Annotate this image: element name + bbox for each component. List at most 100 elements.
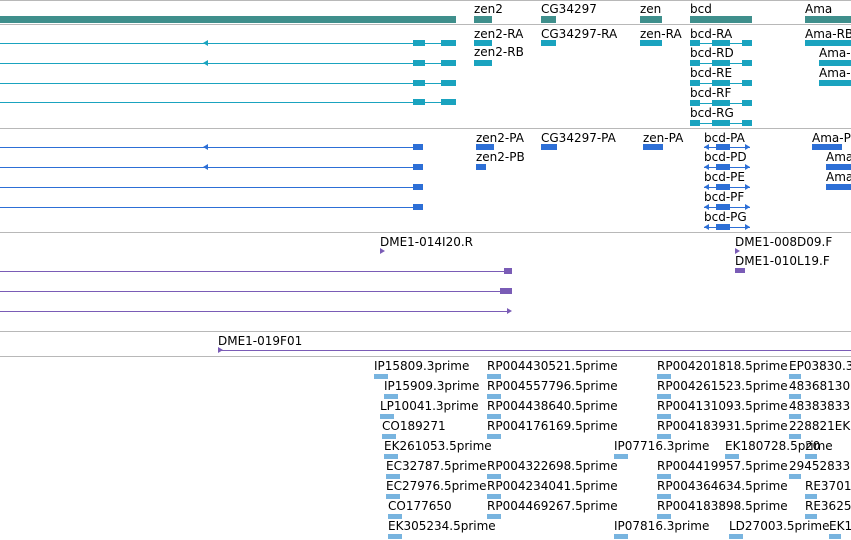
protein-line[interactable] — [0, 147, 423, 148]
feature-exon[interactable] — [690, 120, 700, 126]
est-feature[interactable] — [487, 494, 501, 499]
feature-exon[interactable] — [716, 164, 730, 170]
transcript-exon[interactable] — [413, 99, 425, 105]
est-feature[interactable] — [374, 374, 388, 379]
transcript-intron-line[interactable] — [0, 43, 456, 44]
transcript-zen2-RA[interactable] — [474, 40, 492, 46]
protein-block[interactable] — [413, 164, 423, 170]
transcript-intron-line[interactable] — [0, 63, 456, 64]
gene-CG34297-bar[interactable] — [541, 16, 556, 23]
feature-exon[interactable] — [812, 144, 842, 150]
feature-exon[interactable] — [742, 80, 752, 86]
transcript-intron-line[interactable] — [0, 102, 456, 103]
est-feature[interactable] — [487, 394, 501, 399]
gene-bcd-bar[interactable] — [690, 16, 752, 23]
feature-exon[interactable] — [690, 60, 700, 66]
est-feature[interactable] — [657, 374, 671, 379]
est-feature[interactable] — [386, 474, 400, 479]
feature-exon[interactable] — [819, 80, 851, 86]
feature-exon[interactable] — [712, 40, 730, 46]
feature-exon[interactable] — [742, 60, 752, 66]
feature-exon[interactable] — [712, 100, 730, 106]
est-feature[interactable] — [487, 474, 501, 479]
feature-exon[interactable] — [742, 100, 752, 106]
est-feature[interactable] — [789, 434, 801, 439]
est-feature[interactable] — [789, 394, 801, 399]
feature-exon[interactable] — [504, 268, 512, 274]
est-feature[interactable] — [805, 514, 817, 519]
transcript-exon[interactable] — [441, 60, 456, 66]
feature-exon[interactable] — [541, 144, 557, 150]
est-feature[interactable] — [789, 374, 801, 379]
clone-line[interactable] — [218, 350, 851, 351]
est-feature[interactable] — [657, 514, 671, 519]
est-feature[interactable] — [388, 534, 402, 539]
feature-exon[interactable] — [826, 184, 851, 190]
protein-block[interactable] — [413, 144, 423, 150]
protein-line[interactable] — [0, 167, 423, 168]
feature-intron-line[interactable] — [0, 311, 510, 312]
est-feature[interactable] — [805, 454, 817, 459]
transcript-exon[interactable] — [441, 99, 456, 105]
feature-intron-line[interactable] — [0, 291, 510, 292]
feature-exon[interactable] — [819, 60, 851, 66]
est-feature[interactable] — [388, 514, 402, 519]
est-feature[interactable] — [657, 414, 671, 419]
gene-bar[interactable] — [0, 16, 456, 23]
feature-intron-line[interactable] — [0, 271, 510, 272]
feature-exon[interactable] — [712, 60, 730, 66]
feature-exon[interactable] — [805, 40, 851, 46]
feature-exon[interactable] — [716, 224, 730, 230]
est-feature[interactable] — [729, 534, 743, 539]
transcript-exon[interactable] — [441, 40, 456, 46]
feature-exon[interactable] — [712, 120, 730, 126]
est-feature[interactable] — [384, 454, 398, 459]
feature-exon[interactable] — [690, 40, 700, 46]
transcript-exon[interactable] — [413, 60, 425, 66]
est-feature[interactable] — [614, 534, 628, 539]
feature-exon[interactable] — [716, 144, 730, 150]
est-feature[interactable] — [382, 434, 396, 439]
est-feature[interactable] — [657, 474, 671, 479]
feature-exon[interactable] — [716, 204, 730, 210]
feature-exon[interactable] — [643, 144, 663, 150]
transcript-exon[interactable] — [413, 80, 425, 86]
est-feature[interactable] — [829, 534, 841, 539]
feature-exon[interactable] — [690, 100, 700, 106]
transcript-CG34297-RA[interactable] — [541, 40, 556, 46]
gene-Ama-bar[interactable] — [805, 16, 851, 23]
feature-exon[interactable] — [742, 40, 752, 46]
est-feature[interactable] — [657, 494, 671, 499]
protein-block[interactable] — [413, 204, 423, 210]
est-feature[interactable] — [789, 414, 801, 419]
protein-line[interactable] — [0, 207, 423, 208]
protein-block[interactable] — [413, 184, 423, 190]
feature-exon[interactable] — [735, 268, 745, 273]
feature-exon[interactable] — [500, 288, 512, 294]
est-feature[interactable] — [805, 494, 817, 499]
transcript-exon[interactable] — [413, 40, 425, 46]
est-feature[interactable] — [657, 434, 671, 439]
feature-exon[interactable] — [690, 80, 700, 86]
est-feature[interactable] — [487, 514, 501, 519]
gene-zen2-bar[interactable] — [474, 16, 492, 23]
feature-exon[interactable] — [716, 184, 730, 190]
transcript-exon[interactable] — [441, 80, 456, 86]
feature-exon[interactable] — [476, 164, 486, 170]
est-feature[interactable] — [789, 474, 801, 479]
est-feature[interactable] — [384, 394, 398, 399]
gene-zen-bar[interactable] — [640, 16, 662, 23]
transcript-zen2-RB[interactable] — [474, 60, 492, 66]
est-feature[interactable] — [380, 414, 394, 419]
transcript-intron-line[interactable] — [0, 83, 456, 84]
transcript-zen-RA[interactable] — [640, 40, 662, 46]
feature-exon[interactable] — [712, 80, 730, 86]
est-feature[interactable] — [487, 434, 501, 439]
feature-exon[interactable] — [742, 120, 752, 126]
est-feature[interactable] — [657, 394, 671, 399]
feature-exon[interactable] — [476, 144, 494, 150]
feature-exon[interactable] — [826, 164, 851, 170]
est-feature[interactable] — [487, 374, 501, 379]
est-feature[interactable] — [487, 414, 501, 419]
